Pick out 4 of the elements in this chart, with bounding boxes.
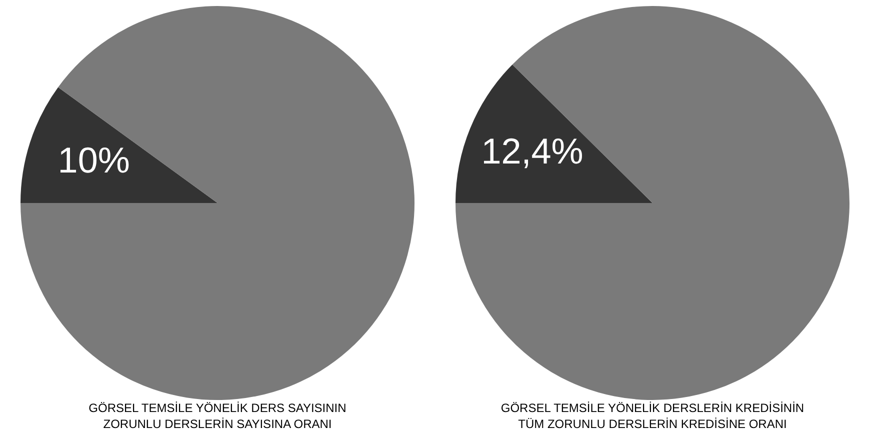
data-label: 10% [58,140,130,181]
text: GÖRSEL TEMSİLE YÖNELİK DERS SAYISININ ZORUNLU DERSLERİN SAYISINA ORANI [88,400,348,432]
text: GÖRSEL TEMSİLE YÖNELİK DERSLERİN KREDİSİNİN TÜM ZORUNLU DERSLERİN KREDİSİNE ORANI [500,400,806,432]
data-label: 12,4% [481,130,584,172]
